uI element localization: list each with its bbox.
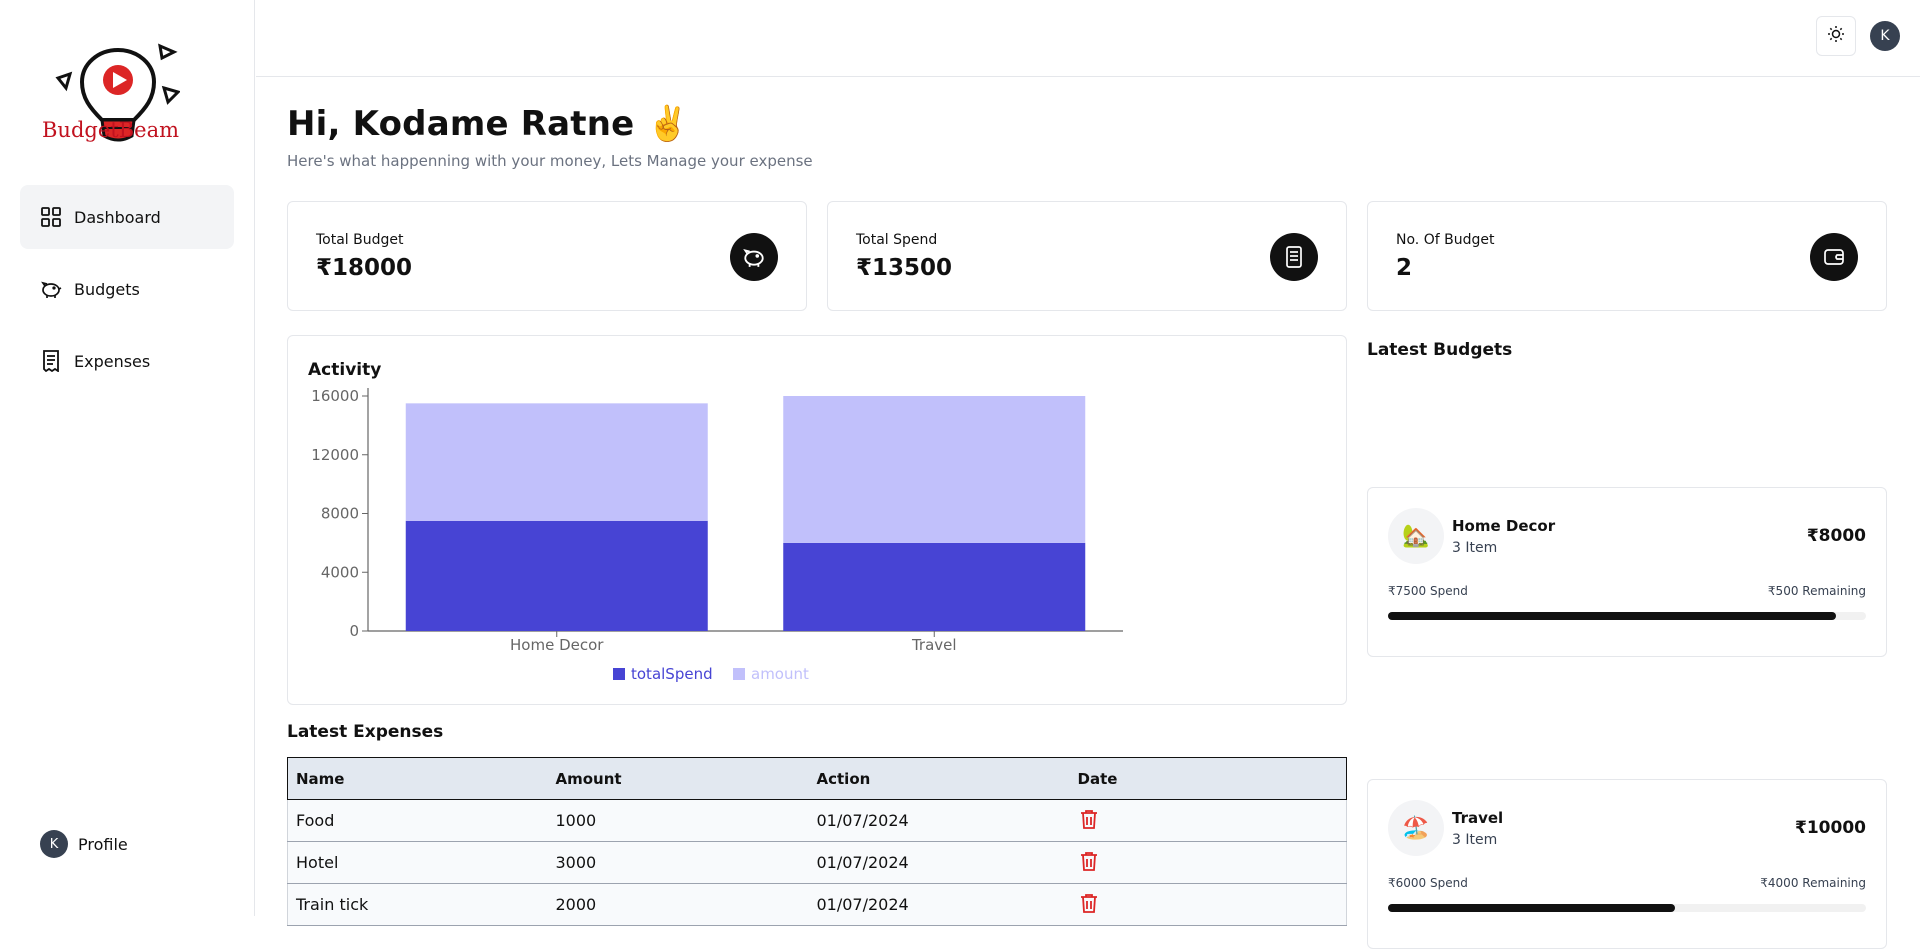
user-avatar[interactable]: K: [1870, 21, 1900, 51]
trash-icon[interactable]: [1078, 808, 1100, 830]
bar-totalSpend: [783, 542, 1086, 631]
legend-label-amount: amount: [751, 665, 809, 683]
expense-date: 01/07/2024: [808, 799, 1070, 842]
sidebar-item-budgets[interactable]: Budgets: [20, 257, 234, 321]
expense-amount: 2000: [547, 883, 809, 926]
sidebar-item-dashboard[interactable]: Dashboard: [20, 185, 234, 249]
dashboard-grid-icon: [40, 206, 62, 228]
latest-budgets-title: Latest Budgets: [1367, 340, 1513, 360]
sidebar-nav: Dashboard Budgets Expenses: [20, 185, 234, 401]
table-row: Food 1000 01/07/2024: [287, 799, 1347, 842]
delete-cell: [1069, 799, 1347, 842]
budget-card-home-decor[interactable]: 🏡 Home Decor 3 Item ₹8000 ₹7500 Spend ₹5…: [1367, 487, 1887, 657]
sun-icon: [1827, 25, 1845, 47]
column-header-action: Action: [808, 757, 1070, 800]
y-tick-label: 8000: [321, 505, 359, 523]
page-subtitle: Here's what happenning with your money, …: [287, 152, 813, 170]
budget-name: Home Decor: [1452, 517, 1556, 535]
sidebar: BudgetBeam Dashboard Budgets Expenses K …: [0, 0, 255, 916]
expense-date: 01/07/2024: [808, 841, 1070, 884]
bar-amount: [405, 403, 708, 521]
budget-progress-track: [1388, 612, 1866, 620]
card-value: 2: [1396, 255, 1413, 281]
receipt-icon: [40, 350, 62, 372]
table-row: Train tick 2000 01/07/2024: [287, 883, 1347, 926]
budget-progress-fill: [1388, 612, 1837, 620]
trash-icon[interactable]: [1078, 850, 1100, 872]
expense-name: Food: [287, 799, 548, 842]
sidebar-item-label: Dashboard: [74, 207, 161, 227]
table-header-row: Name Amount Action Date: [287, 757, 1347, 800]
x-tick-label: Home Decor: [510, 636, 604, 654]
column-header-name: Name: [287, 757, 548, 800]
total-spend-card: Total Spend ₹13500: [827, 201, 1347, 311]
expense-date: 01/07/2024: [808, 883, 1070, 926]
budget-count-card: No. Of Budget 2: [1367, 201, 1887, 311]
piggy-bank-icon: [730, 233, 778, 281]
budget-item-count: 3 Item: [1452, 832, 1498, 848]
wallet-icon: [1810, 233, 1858, 281]
column-header-date: Date: [1069, 757, 1347, 800]
trash-icon[interactable]: [1078, 892, 1100, 914]
budget-progress-fill: [1388, 904, 1675, 912]
budget-emoji-icon: 🏡: [1388, 508, 1444, 564]
budget-remaining: ₹500 Remaining: [1767, 584, 1866, 598]
budget-remaining: ₹4000 Remaining: [1760, 876, 1866, 890]
budget-item-count: 3 Item: [1452, 540, 1498, 556]
logo-icon: [55, 43, 180, 142]
activity-title: Activity: [308, 360, 382, 380]
activity-bar-chart: 0 4000 8000 12000 16000 Home Decor Travel total…: [311, 387, 1123, 683]
profile-label: Profile: [78, 834, 128, 854]
theme-toggle-button[interactable]: [1816, 16, 1856, 56]
expense-amount: 3000: [547, 841, 809, 884]
budget-progress-track: [1388, 904, 1866, 912]
budget-spend: ₹7500 Spend: [1388, 584, 1468, 598]
total-budget-card: Total Budget ₹18000: [287, 201, 807, 311]
legend-swatch: [733, 668, 745, 680]
x-tick-label: Travel: [911, 636, 957, 654]
card-title: Total Budget: [316, 232, 404, 248]
sidebar-item-expenses[interactable]: Expenses: [20, 329, 234, 393]
legend-label-totalSpend: totalSpend: [631, 665, 713, 683]
budget-amount: ₹8000: [1806, 526, 1866, 546]
card-title: No. Of Budget: [1396, 232, 1495, 248]
expense-name: Hotel: [287, 841, 548, 884]
topbar: K: [256, 0, 1920, 77]
budget-amount: ₹10000: [1795, 818, 1866, 838]
receipt-icon: [1270, 233, 1318, 281]
delete-cell: [1069, 883, 1347, 926]
bar-totalSpend: [405, 520, 708, 631]
expense-amount: 1000: [547, 799, 809, 842]
delete-cell: [1069, 841, 1347, 884]
budget-card-travel[interactable]: 🏖️ Travel 3 Item ₹10000 ₹6000 Spend ₹400…: [1367, 779, 1887, 949]
y-tick-label: 16000: [311, 387, 359, 405]
table-row: Hotel 3000 01/07/2024: [287, 841, 1347, 884]
y-tick-label: 0: [349, 622, 359, 640]
budget-spend: ₹6000 Spend: [1388, 876, 1468, 890]
app-name: BudgetBeam: [42, 118, 180, 142]
card-value: ₹13500: [856, 255, 953, 281]
avatar: K: [40, 830, 68, 858]
sidebar-item-label: Budgets: [74, 279, 140, 299]
bar-amount: [783, 396, 1086, 543]
profile-link[interactable]: K Profile: [40, 830, 128, 858]
column-header-amount: Amount: [547, 757, 809, 800]
expense-name: Train tick: [287, 883, 548, 926]
y-tick-label: 12000: [311, 446, 359, 464]
y-tick-label: 4000: [321, 563, 359, 581]
budget-name: Travel: [1452, 809, 1504, 827]
card-title: Total Spend: [856, 232, 938, 248]
piggy-bank-icon: [40, 278, 62, 300]
legend-swatch: [613, 668, 625, 680]
activity-panel: Activity 0 4000 8000 12000 16000 Home Decor Tr…: [287, 335, 1347, 705]
card-value: ₹18000: [316, 255, 413, 281]
page-title: Hi, Kodame Ratne ✌️: [287, 104, 689, 144]
budget-emoji-icon: 🏖️: [1388, 800, 1444, 856]
expenses-table: Name Amount Action Date Food 1000 01/07/…: [287, 757, 1347, 926]
sidebar-item-label: Expenses: [74, 351, 151, 371]
latest-expenses-title: Latest Expenses: [287, 722, 444, 742]
